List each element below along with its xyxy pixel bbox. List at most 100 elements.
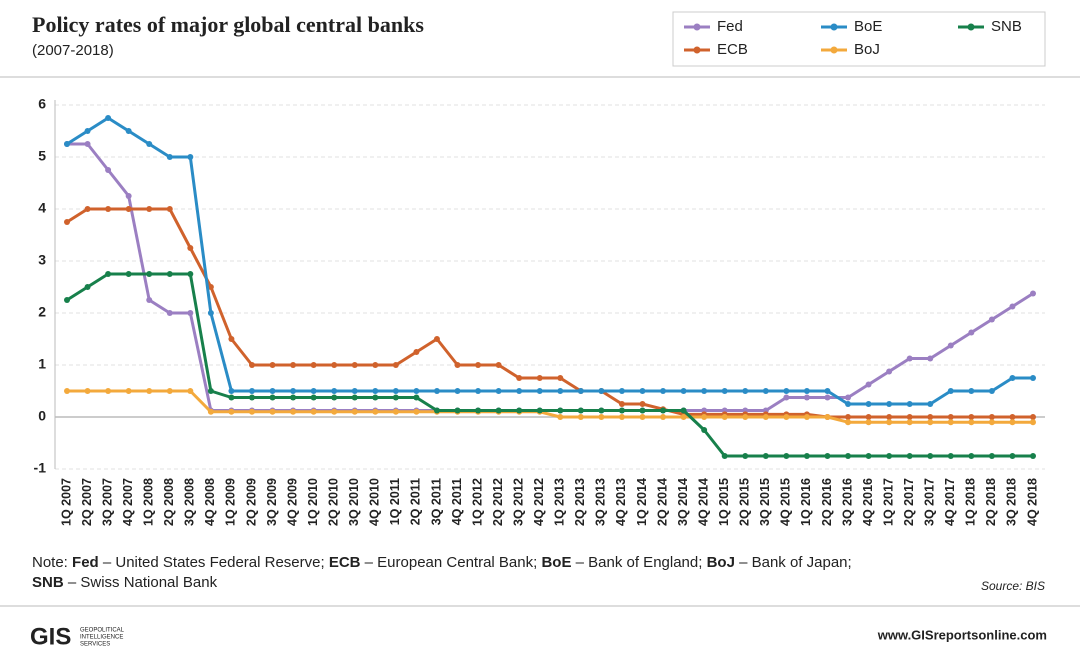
data-point (701, 388, 708, 394)
x-tick-label: 2Q 2018 (984, 478, 998, 526)
data-point (105, 271, 112, 277)
data-point (968, 453, 975, 459)
data-point (331, 408, 338, 415)
data-point (865, 453, 872, 459)
data-point (701, 414, 708, 420)
data-point (1009, 419, 1016, 426)
data-point (84, 141, 91, 147)
data-point (639, 401, 646, 407)
legend-label: SNB (991, 18, 1022, 35)
data-point (639, 388, 646, 394)
x-tick-label: 2Q 2008 (162, 478, 176, 526)
x-tick-label: 4Q 2010 (368, 478, 382, 526)
data-point (824, 453, 831, 459)
data-point (845, 419, 852, 426)
data-point (454, 362, 461, 368)
data-point (146, 297, 153, 303)
data-point (968, 419, 975, 426)
data-point (577, 414, 584, 420)
data-point (660, 414, 667, 420)
data-point (947, 414, 954, 420)
data-point (845, 394, 852, 401)
data-point (660, 388, 667, 394)
legend-label: BoJ (854, 41, 880, 58)
data-point (125, 193, 132, 199)
data-point (454, 407, 461, 414)
x-tick-label: 2Q 2009 (244, 478, 258, 526)
legend-label: ECB (717, 41, 748, 58)
data-point (269, 362, 276, 368)
data-point (1030, 453, 1036, 459)
website: www.GISreportsonline.com (877, 627, 1047, 642)
data-point (721, 453, 728, 459)
data-point (146, 141, 153, 147)
data-point (372, 362, 379, 368)
data-point (187, 271, 194, 277)
x-tick-label: 3Q 2017 (923, 478, 937, 526)
data-point (927, 355, 934, 362)
data-point (639, 407, 646, 414)
data-point (495, 362, 502, 368)
note-abbr: ECB (329, 554, 361, 571)
source: Source: BIS (981, 579, 1045, 593)
x-tick-label: 2Q 2012 (491, 478, 505, 526)
data-point (392, 408, 399, 415)
data-point (1030, 414, 1036, 420)
data-point (495, 407, 502, 414)
data-point (803, 394, 810, 401)
data-point (845, 414, 852, 420)
data-point (680, 388, 687, 394)
x-tick-label: 3Q 2016 (840, 478, 854, 526)
note-text: – United States Federal Reserve; (103, 554, 325, 571)
data-point (721, 388, 728, 394)
data-point (598, 414, 605, 420)
data-point (290, 408, 297, 415)
data-point (433, 388, 440, 394)
data-point (125, 206, 132, 212)
data-point (927, 414, 934, 420)
x-tick-label: 3Q 2007 (100, 478, 114, 526)
data-point (84, 388, 91, 394)
data-point (125, 388, 132, 394)
data-point (598, 388, 605, 394)
data-point (392, 362, 399, 368)
data-point (845, 453, 852, 459)
data-point (372, 388, 379, 394)
legend-marker (693, 23, 701, 31)
data-point (618, 388, 625, 394)
data-point (166, 154, 173, 160)
data-point (1009, 303, 1016, 310)
data-point (351, 388, 358, 394)
x-tick-label: 4Q 2016 (861, 478, 875, 526)
data-point (187, 310, 194, 316)
data-point (248, 362, 255, 368)
data-point (865, 401, 872, 407)
data-point (228, 336, 235, 342)
data-point (906, 419, 913, 426)
data-point (269, 408, 276, 415)
data-point (968, 388, 975, 394)
data-point (392, 388, 399, 394)
x-tick-label: 4Q 2017 (943, 478, 957, 526)
legend-label: Fed (717, 18, 743, 35)
x-tick-label: 4Q 2008 (203, 478, 217, 526)
data-point (1009, 453, 1016, 459)
data-point (927, 419, 934, 426)
series-line (66, 207, 1033, 419)
data-point (372, 408, 379, 415)
x-tick-label: 2Q 2014 (655, 478, 669, 526)
data-point (290, 388, 297, 394)
data-point (290, 362, 297, 368)
logo-subtext: SERVICES (80, 642, 110, 648)
y-tick-label: 4 (38, 200, 46, 216)
data-point (927, 453, 934, 459)
data-point (680, 407, 687, 414)
data-point (762, 414, 769, 420)
data-point (947, 342, 954, 349)
note-abbr: BoE (541, 554, 571, 571)
note-text: – Bank of Japan; (739, 554, 852, 571)
data-point (105, 115, 112, 121)
x-tick-label: 4Q 2015 (779, 478, 793, 526)
data-point (248, 388, 255, 394)
